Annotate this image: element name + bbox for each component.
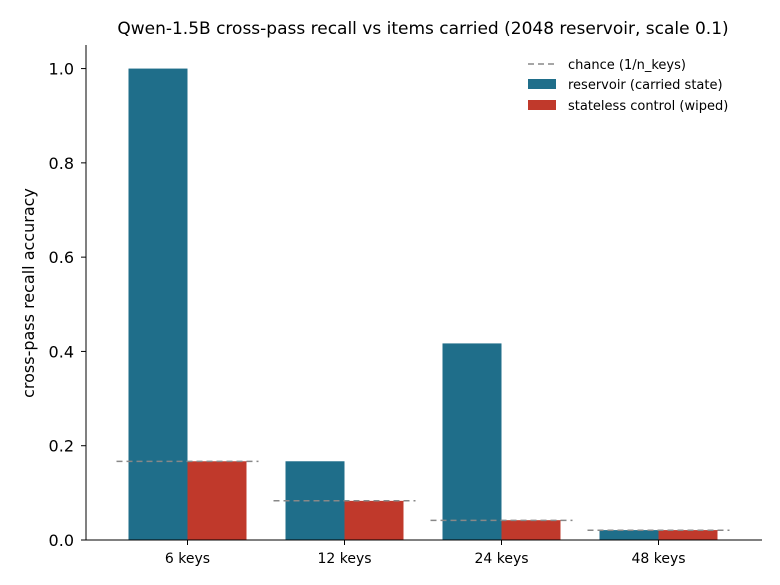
y-tick-label: 0.6 xyxy=(49,248,74,267)
y-tick-label: 0.8 xyxy=(49,154,74,173)
y-tick-label: 0.4 xyxy=(49,342,74,361)
bar-stateless-12-keys xyxy=(344,500,404,540)
y-tick-label: 1.0 xyxy=(49,60,74,79)
legend-reservoir-swatch xyxy=(528,79,556,89)
chance-lines-layer xyxy=(116,460,730,531)
bar-stateless-24-keys xyxy=(501,520,561,540)
bar-reservoir-24-keys xyxy=(442,343,502,540)
x-tick-label: 48 keys xyxy=(631,551,685,567)
y-tick-label: 0.2 xyxy=(49,437,74,456)
y-ticks: 0.0 0.2 0.4 0.6 0.8 1.0 xyxy=(49,60,86,550)
bar-reservoir-48-keys xyxy=(599,530,659,540)
y-axis-label: cross-pass recall accuracy xyxy=(19,188,38,398)
x-ticks: 6 keys 12 keys 24 keys 48 keys xyxy=(165,540,686,567)
x-tick-label: 24 keys xyxy=(474,551,528,567)
chart-title: Qwen-1.5B cross-pass recall vs items car… xyxy=(117,19,728,39)
x-tick-label: 12 keys xyxy=(317,551,371,567)
bars-layer xyxy=(128,68,718,541)
bar-reservoir-6-keys xyxy=(128,68,188,541)
legend-stateless-swatch xyxy=(528,100,556,110)
legend-stateless-label: stateless control (wiped) xyxy=(568,99,728,114)
legend-reservoir-label: reservoir (carried state) xyxy=(568,78,723,93)
bar-stateless-48-keys xyxy=(658,530,718,540)
bar-stateless-6-keys xyxy=(187,461,247,540)
legend-chance-label: chance (1/n_keys) xyxy=(568,58,686,73)
x-tick-label: 6 keys xyxy=(165,551,210,567)
y-tick-label: 0.0 xyxy=(49,531,74,550)
legend: chance (1/n_keys) reservoir (carried sta… xyxy=(528,58,728,114)
